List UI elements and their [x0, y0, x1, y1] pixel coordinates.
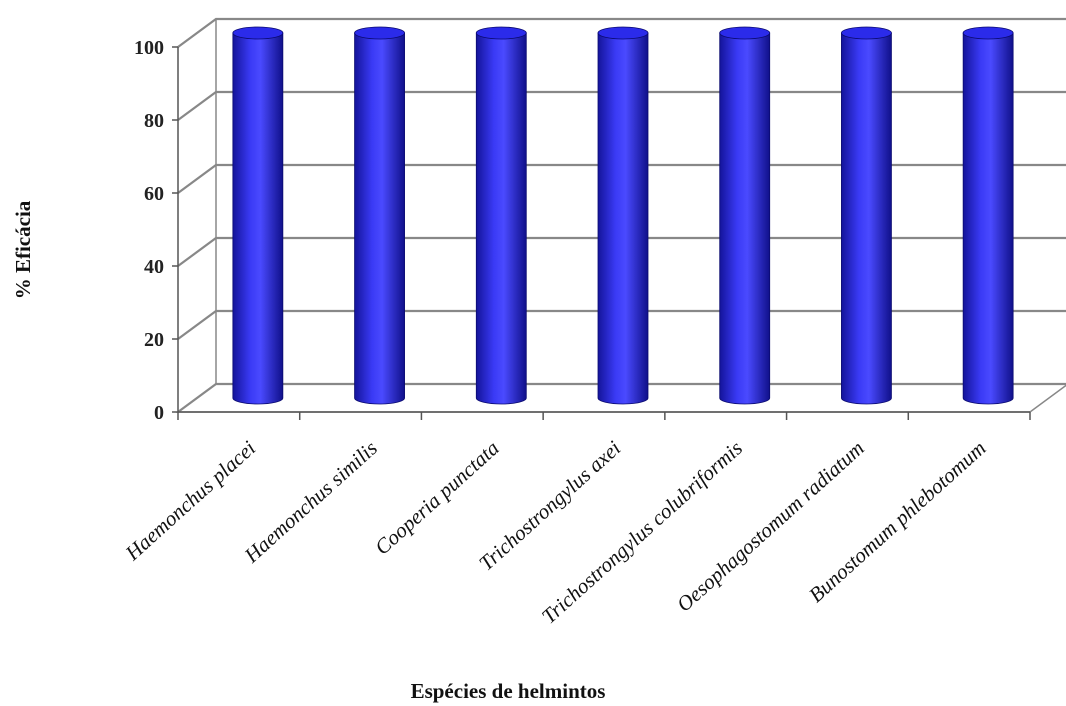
- bar-top: [597, 26, 649, 40]
- bar-top: [475, 26, 527, 40]
- y-tick-label: 20: [144, 329, 164, 351]
- gridline: [177, 17, 1066, 48]
- bar-body: [475, 32, 527, 405]
- bar-top: [232, 26, 284, 40]
- bar: [841, 26, 892, 405]
- gridlines: [177, 17, 1066, 413]
- x-axis-title: Espécies de helmintos: [411, 679, 606, 703]
- bar: [597, 26, 649, 405]
- x-category-label: Cooperia punctata: [370, 436, 504, 560]
- bar-body: [597, 32, 649, 405]
- bar-body: [962, 32, 1014, 405]
- gridline: [177, 90, 1066, 121]
- bar-body: [719, 32, 771, 405]
- y-axis-ticks: 0 20 40 60 80 100: [134, 37, 1030, 424]
- bar-top: [841, 26, 892, 40]
- bar-top: [354, 26, 405, 40]
- bar: [232, 26, 284, 405]
- bar-top: [719, 26, 771, 40]
- bar: [354, 26, 405, 405]
- gridline: [177, 236, 1066, 267]
- bar-body: [841, 32, 892, 405]
- y-tick-label: 40: [144, 256, 164, 278]
- bar-top: [962, 26, 1014, 40]
- y-axis-title: % Eficácia: [11, 200, 35, 299]
- bars: [232, 26, 1014, 405]
- gridline: [177, 309, 1066, 340]
- bar-body: [232, 32, 284, 405]
- x-category-label: Haemonchus placei: [120, 436, 260, 566]
- gridline: [177, 382, 1066, 413]
- y-tick-label: 80: [144, 110, 164, 132]
- x-category-label: Haemonchus similis: [239, 436, 382, 568]
- y-tick-label: 100: [134, 37, 164, 59]
- y-tick-label: 60: [144, 183, 164, 205]
- bar: [475, 26, 527, 405]
- bar-body: [354, 32, 405, 405]
- x-category-label: Trichostrongylus colubriformis: [537, 436, 747, 629]
- bar: [962, 26, 1014, 405]
- bar: [719, 26, 771, 405]
- gridline: [177, 163, 1066, 194]
- y-tick-label: 0: [154, 402, 164, 424]
